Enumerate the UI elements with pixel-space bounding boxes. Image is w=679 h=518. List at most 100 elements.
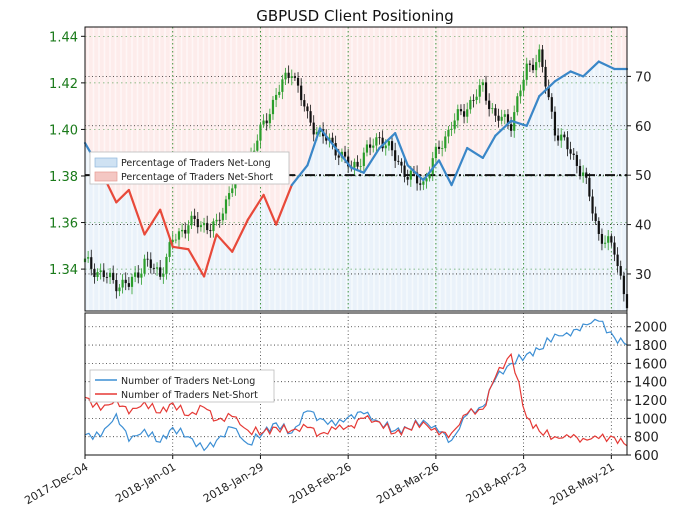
net-long-pct-segment	[481, 134, 497, 159]
net-long-pct-segment	[187, 248, 206, 278]
candle-body	[102, 270, 105, 277]
pct-tick-label: 30	[635, 268, 652, 283]
candle-body	[268, 114, 271, 124]
net-long-pct-segment	[437, 159, 453, 187]
candle-body	[130, 276, 134, 287]
price-tick-label: 1.36	[49, 217, 78, 232]
candle-body	[221, 213, 224, 221]
candle-body	[105, 276, 109, 278]
candle-body	[300, 85, 303, 101]
candle-body	[353, 161, 356, 168]
candle-body	[585, 172, 588, 178]
count-tick-label: 1200	[634, 394, 667, 409]
candle-body	[622, 275, 625, 295]
net-long-pct-segment	[215, 233, 234, 253]
candle-body	[390, 141, 394, 151]
candle-body	[309, 111, 312, 123]
legend-label: Percentage of Traders Net-Long	[121, 158, 271, 169]
candle-body	[400, 161, 403, 166]
net-long-pct-segment	[290, 164, 309, 187]
net-long-pct-segment	[553, 70, 572, 83]
date-tick-label: 2018-Mar-26	[374, 460, 441, 506]
candle-body	[159, 267, 162, 277]
candle-body	[372, 145, 375, 148]
candle-body	[271, 99, 275, 115]
pct-tick-label: 40	[635, 219, 652, 234]
candle-body	[419, 183, 422, 185]
candle-body	[343, 151, 347, 157]
candle-body	[368, 144, 372, 148]
price-tick-label: 1.38	[49, 170, 78, 185]
candle-body	[406, 176, 409, 180]
candle-body	[384, 145, 387, 149]
candle-body	[115, 280, 118, 292]
candle-body	[509, 124, 513, 131]
candle-body	[541, 49, 544, 67]
candle-body	[531, 64, 535, 71]
candle-body	[415, 172, 419, 184]
candle-body	[556, 135, 560, 141]
candle-body	[466, 109, 469, 117]
net-long-pct-segment	[569, 70, 585, 78]
candle-body	[137, 272, 140, 278]
date-axis: 2017-Dec-04 2018-Jan-01 2018-Jan-29 2018-Fe…	[22, 455, 617, 508]
legend-swatch	[94, 171, 118, 182]
candle-body	[603, 242, 607, 244]
count-tick-label: 1800	[634, 339, 667, 354]
net-long-pct-segment	[115, 188, 130, 204]
candle-body	[481, 82, 484, 86]
net-long-pct-segment	[334, 146, 353, 169]
net-long-pct-segment	[159, 208, 174, 248]
candle-body	[228, 193, 231, 200]
net-long-pct-segment	[262, 193, 278, 226]
net-long-pct-segment	[509, 119, 528, 127]
candle-body	[575, 154, 578, 166]
candle-body	[434, 146, 437, 159]
candle-body	[594, 213, 597, 222]
price-panel-legend: Percentage of Traders Net-Long Percentage…	[89, 151, 290, 185]
legend-box	[89, 369, 275, 403]
candle-body	[578, 165, 582, 176]
candle-body	[522, 79, 525, 91]
net-long-pct-segment	[143, 208, 162, 236]
candle-body	[162, 273, 165, 277]
candle-body	[610, 236, 613, 243]
legend-label: Number of Traders Net-Long	[121, 376, 255, 387]
candle-body	[441, 148, 444, 149]
count-series-line	[84, 352, 628, 447]
candle-body	[187, 225, 190, 234]
pct-tick-label: 60	[635, 120, 652, 135]
candle-body	[409, 170, 412, 180]
candle-body	[453, 120, 456, 129]
candle-body	[553, 111, 557, 136]
pct-tick-label: 70	[635, 70, 652, 85]
candle-body	[456, 109, 459, 121]
candle-body	[403, 165, 406, 177]
candle-body	[315, 132, 318, 135]
count-panel-legend: Number of Traders Net-Long Number of Trad…	[89, 369, 275, 403]
candle-body	[569, 149, 572, 154]
net-long-pct-segment	[362, 146, 381, 174]
candle-body	[613, 242, 616, 255]
net-long-pct-segment	[171, 245, 190, 251]
net-long-pct-segment	[306, 127, 322, 167]
candle-body	[127, 283, 130, 287]
candle-body	[619, 266, 622, 276]
candle-body	[607, 236, 610, 243]
candle-body	[181, 229, 184, 232]
legend-box	[89, 151, 290, 185]
count-series-line	[84, 318, 628, 452]
candle-body	[202, 223, 206, 226]
candle-body	[303, 100, 306, 107]
candle-body	[118, 287, 121, 292]
count-panel-frame	[84, 312, 628, 456]
candle-body	[494, 108, 497, 116]
candle-body	[459, 109, 463, 112]
candle-body	[177, 231, 181, 240]
candle-body	[140, 273, 143, 278]
candle-body	[491, 108, 494, 110]
net-long-pct-segment	[231, 218, 250, 253]
count-tick-label: 2000	[634, 321, 667, 336]
net-long-pct-segment	[202, 233, 218, 278]
candle-body	[397, 160, 400, 162]
